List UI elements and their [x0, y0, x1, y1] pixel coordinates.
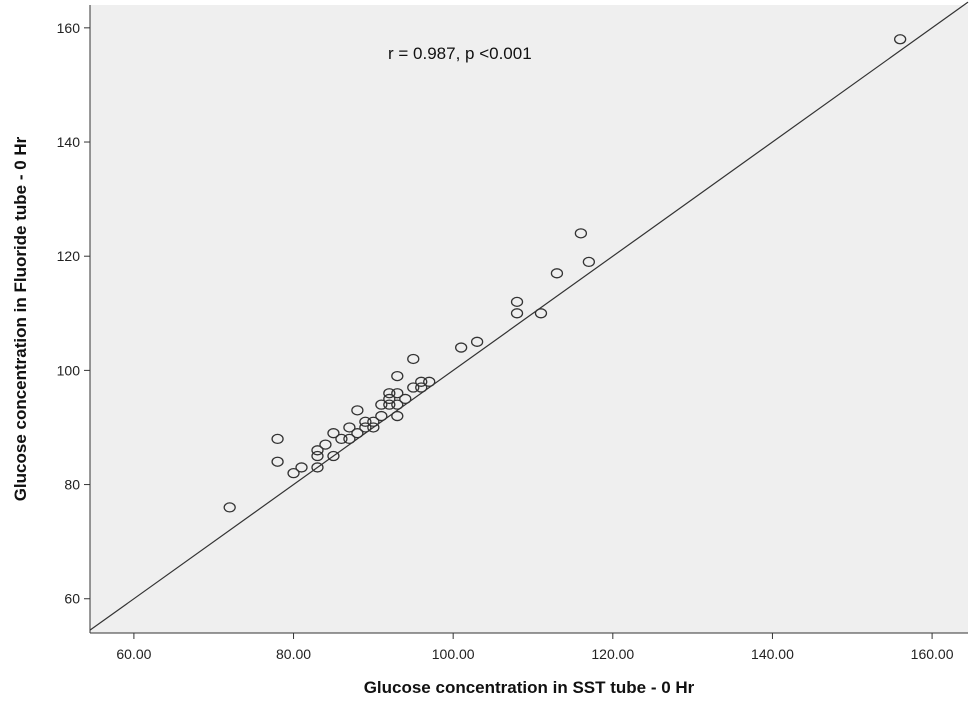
- data-point: [311, 445, 324, 456]
- data-point: [415, 376, 428, 387]
- y-tick-label: 100: [57, 362, 81, 378]
- data-point: [359, 422, 372, 433]
- y-tick-label: 60: [64, 591, 80, 607]
- x-tick-label: 100.00: [432, 646, 475, 662]
- data-point: [391, 399, 404, 410]
- data-point: [351, 405, 364, 416]
- reference-line: [89, 1, 969, 631]
- data-point: [391, 388, 404, 399]
- data-point: [223, 502, 236, 513]
- data-point: [399, 393, 412, 405]
- data-point: [311, 450, 324, 462]
- plot-area: [90, 5, 968, 633]
- y-tick-label: 140: [57, 134, 81, 150]
- y-tick-label: 80: [64, 477, 80, 493]
- data-point: [271, 433, 284, 445]
- data-point: [383, 399, 396, 410]
- data-point: [407, 382, 420, 393]
- x-tick-label: 160.00: [911, 646, 954, 662]
- data-point: [383, 388, 396, 399]
- y-axis-title: Glucose concentration in Fluoride tube -…: [11, 136, 30, 501]
- data-point: [343, 422, 356, 433]
- x-tick-label: 80.00: [276, 646, 311, 662]
- x-tick-label: 120.00: [591, 646, 634, 662]
- data-point: [327, 450, 340, 462]
- data-point: [327, 428, 340, 439]
- data-point: [423, 376, 436, 387]
- x-tick-label: 60.00: [116, 646, 151, 662]
- data-point: [367, 416, 380, 427]
- data-point: [510, 308, 524, 319]
- data-point: [470, 336, 484, 347]
- data-point: [574, 228, 588, 239]
- y-tick-label: 160: [57, 20, 81, 36]
- data-point: [391, 370, 404, 382]
- data-point: [367, 422, 380, 433]
- data-point: [319, 439, 332, 450]
- data-point: [455, 342, 468, 353]
- y-tick-label: 120: [57, 248, 81, 264]
- data-point: [415, 382, 428, 393]
- correlation-annotation: r = 0.987, p <0.001: [388, 44, 532, 63]
- data-point: [582, 256, 596, 268]
- data-point: [534, 308, 548, 319]
- data-point: [407, 353, 420, 365]
- data-point: [375, 399, 388, 410]
- data-point: [510, 296, 524, 308]
- data-point: [295, 462, 308, 473]
- data-point: [271, 456, 284, 467]
- data-point: [359, 416, 372, 427]
- data-point: [383, 393, 396, 405]
- data-point: [351, 428, 364, 439]
- data-point: [343, 433, 356, 445]
- data-point: [311, 462, 324, 473]
- data-point: [335, 433, 348, 445]
- data-point: [894, 34, 907, 45]
- data-point: [375, 410, 388, 422]
- x-axis-title: Glucose concentration in SST tube - 0 Hr: [364, 678, 695, 697]
- data-point: [391, 410, 404, 422]
- data-point: [287, 467, 300, 479]
- x-tick-label: 140.00: [751, 646, 794, 662]
- data-point: [550, 268, 564, 279]
